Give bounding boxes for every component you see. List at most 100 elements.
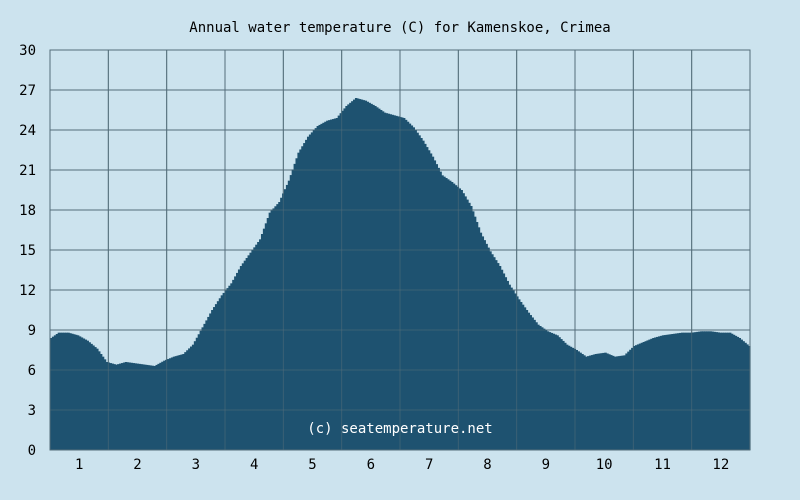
y-tick-label: 27	[19, 83, 36, 99]
day-bar	[525, 310, 529, 450]
day-bar	[638, 343, 642, 450]
day-bar	[446, 179, 450, 451]
day-bar	[330, 119, 333, 450]
day-bar	[163, 360, 166, 450]
day-bar	[673, 333, 676, 450]
day-bar	[669, 334, 672, 450]
day-bar	[379, 110, 383, 450]
day-bar	[364, 100, 368, 451]
day-bar	[452, 183, 456, 450]
day-bar	[193, 341, 197, 450]
day-bar	[610, 355, 613, 450]
day-bar	[213, 307, 216, 450]
day-bar	[178, 355, 182, 450]
day-bar	[305, 139, 308, 450]
day-bar	[400, 117, 404, 450]
day-bar	[195, 337, 199, 450]
day-bar	[496, 263, 500, 450]
day-bar	[216, 301, 220, 450]
day-bar	[301, 146, 304, 450]
day-bar	[274, 206, 277, 450]
day-bar	[186, 350, 189, 450]
day-bar	[67, 332, 70, 450]
day-bar	[596, 353, 600, 450]
day-bar	[381, 111, 385, 450]
day-bar	[78, 336, 82, 450]
x-tick-label: 4	[250, 457, 258, 473]
x-tick-label: 11	[654, 457, 671, 473]
day-bar	[109, 363, 112, 450]
day-bar	[652, 338, 655, 450]
day-bar	[155, 364, 158, 450]
day-bar	[278, 202, 281, 450]
day-bar	[151, 365, 155, 450]
day-bar	[391, 114, 394, 451]
day-bar	[209, 313, 212, 450]
day-bar	[374, 106, 377, 450]
day-bar	[402, 118, 406, 450]
day-bar	[679, 332, 682, 450]
day-bar	[565, 344, 569, 450]
day-bar	[345, 106, 348, 450]
day-bar	[548, 332, 552, 450]
day-bar	[159, 362, 162, 450]
day-bar	[82, 338, 86, 450]
day-bar	[661, 335, 665, 450]
day-bar	[257, 242, 260, 450]
day-bar	[629, 349, 632, 450]
day-bar	[519, 302, 523, 450]
day-bar	[531, 317, 534, 450]
day-bar	[316, 126, 320, 450]
day-bar	[736, 336, 740, 450]
day-bar	[51, 336, 55, 450]
day-bar	[322, 122, 325, 451]
day-bar	[725, 332, 728, 450]
day-bar	[222, 292, 226, 450]
day-bar	[494, 260, 498, 450]
day-bar	[230, 283, 233, 450]
day-bar	[197, 334, 201, 450]
day-bar	[588, 355, 592, 450]
day-bar	[74, 334, 78, 450]
day-bar	[608, 354, 611, 450]
day-bar	[510, 287, 513, 450]
day-bar	[583, 355, 586, 450]
day-bar	[730, 333, 734, 450]
day-bar	[199, 330, 203, 450]
day-bar	[241, 263, 245, 450]
day-bar	[287, 180, 291, 450]
day-bar	[535, 322, 538, 450]
day-bar	[454, 185, 458, 450]
day-bar	[533, 319, 536, 450]
day-bar	[103, 359, 107, 450]
day-bar	[746, 344, 749, 450]
y-tick-label: 15	[19, 243, 36, 259]
day-bar	[615, 356, 619, 450]
day-bar	[149, 365, 153, 450]
day-bar	[514, 293, 517, 450]
day-bar	[563, 342, 567, 450]
day-bar	[642, 342, 646, 450]
day-bar	[289, 175, 293, 451]
day-bar	[176, 355, 180, 450]
day-bar	[130, 362, 134, 450]
day-bar	[243, 260, 247, 450]
x-tick-label: 10	[596, 457, 613, 473]
day-bar	[360, 99, 364, 450]
day-bar	[126, 362, 130, 450]
day-bar	[460, 190, 463, 450]
day-bar	[577, 351, 580, 450]
day-bar	[387, 113, 391, 450]
x-tick-label: 8	[483, 457, 491, 473]
day-bar	[59, 332, 63, 450]
day-bar	[441, 175, 444, 451]
day-bar	[627, 351, 630, 450]
plot-frame	[49, 49, 751, 451]
day-bar	[425, 147, 429, 451]
day-bar	[723, 332, 726, 450]
day-bar	[466, 199, 469, 450]
day-bar	[665, 334, 669, 450]
day-bar	[671, 334, 674, 450]
day-bar	[617, 356, 621, 450]
y-tick-label: 0	[28, 443, 36, 459]
